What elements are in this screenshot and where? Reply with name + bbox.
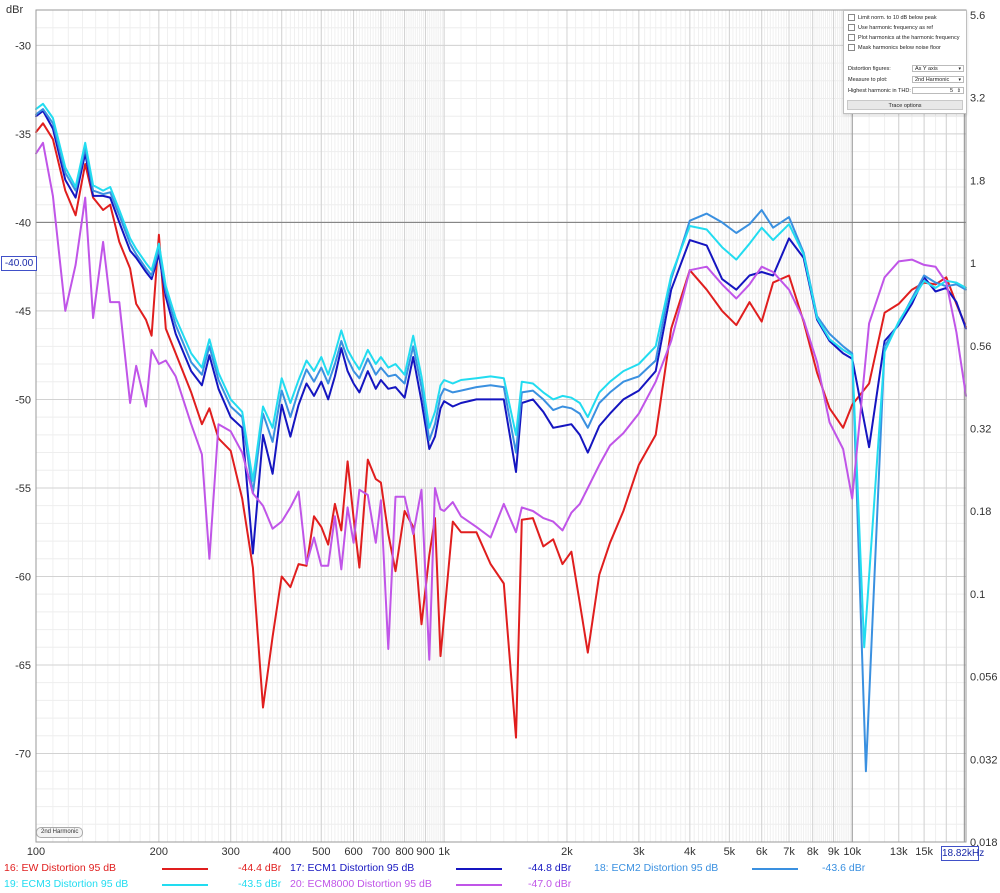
- plot-frame: [35, 9, 967, 843]
- harmonic-ref-checkbox[interactable]: Use harmonic frequency as ref: [848, 24, 933, 32]
- tick-labels: 100 200 300 400 500 600 700 800 900 1k 2k 3k 4k 5k 6k 7…: [15, 10, 997, 858]
- right-tick-label: 1: [970, 258, 976, 270]
- legend-series-value: -43.5 dBr: [238, 878, 282, 890]
- legend-swatch: [456, 868, 502, 870]
- legend-swatch: [752, 868, 798, 870]
- measure-badge[interactable]: 2nd Harmonic: [36, 827, 84, 838]
- y-tick-label: -60: [15, 571, 31, 583]
- legend-series-value: -44.4 dBr: [238, 862, 282, 874]
- legend-series-value: -44.8 dBr: [528, 862, 572, 874]
- x-tick-label: 1k: [438, 846, 450, 858]
- trace-options-button[interactable]: Trace options: [847, 100, 963, 110]
- series-line-5[interactable]: [35, 141, 967, 661]
- right-tick-label: 0.18: [970, 506, 991, 518]
- trace-options-panel: Limit norm. to 10 dB below peak Use harm…: [843, 10, 967, 114]
- y-tick-label: -45: [15, 306, 31, 318]
- legend-series-name[interactable]: 19: ECM3 Distortion 95 dB: [4, 878, 129, 890]
- x-tick-label: 7k: [783, 846, 795, 858]
- harmonic-ref-label: Use harmonic frequency as ref: [858, 25, 933, 31]
- x-tick-label: 500: [312, 846, 330, 858]
- highest-harmonic-stepper[interactable]: 5 ⇕: [912, 87, 964, 94]
- measure-label: Measure to plot:: [848, 77, 888, 83]
- legend-swatch: [162, 884, 208, 886]
- legend-series-name[interactable]: 18: ECM2 Distortion 95 dB: [594, 862, 719, 874]
- x-tick-label: 600: [344, 846, 362, 858]
- highest-harmonic-row: Highest harmonic in THD: 5 ⇕: [848, 87, 964, 95]
- distortion-figures-row: Distortion figures: As Y axis ▾: [848, 65, 964, 73]
- measure-value: 2nd Harmonic: [915, 77, 950, 83]
- distortion-figures-label: Distortion figures:: [848, 66, 891, 72]
- x-tick-label: 200: [150, 846, 168, 858]
- dropdown-arrow-icon: ▾: [958, 77, 961, 83]
- legend-series-name[interactable]: 17: ECM1 Distortion 95 dB: [290, 862, 415, 874]
- y-tick-label: -50: [15, 394, 31, 406]
- right-tick-label: 3.2: [970, 93, 985, 105]
- x-tick-label: 3k: [633, 846, 645, 858]
- dropdown-arrow-icon: ▾: [958, 66, 961, 72]
- legend-series-name[interactable]: 16: EW Distortion 95 dB: [4, 862, 117, 874]
- plot-at-harmonic-label: Plot harmonics at the harmonic frequency: [858, 35, 960, 41]
- legend-series-value: -47.0 dBr: [528, 878, 572, 890]
- legend-swatch: [456, 884, 502, 886]
- y-tick-label: -30: [15, 40, 31, 52]
- limit-norm-label: Limit norm. to 10 dB below peak: [858, 15, 937, 21]
- highest-harmonic-value: 5: [949, 88, 953, 94]
- right-tick-label: 0.032: [970, 754, 998, 766]
- x-tick-label: 4k: [684, 846, 696, 858]
- measure-row: Measure to plot: 2nd Harmonic ▾: [848, 76, 964, 84]
- spinner-arrows-icon[interactable]: ⇕: [956, 88, 961, 94]
- legend-swatch: [162, 868, 208, 870]
- y-tick-label: -40: [15, 217, 31, 229]
- x-tick-label: 800: [395, 846, 413, 858]
- mask-noise-checkbox[interactable]: Mask harmonics below noise floor: [848, 44, 941, 52]
- x-tick-label: 900: [416, 846, 434, 858]
- plot-at-harmonic-checkbox[interactable]: Plot harmonics at the harmonic frequency: [848, 34, 960, 42]
- y-tick-label: -65: [15, 660, 31, 672]
- x-cursor-readout[interactable]: 18.82kHz: [941, 846, 985, 861]
- measure-select[interactable]: 2nd Harmonic ▾: [912, 76, 964, 83]
- x-tick-label: 400: [273, 846, 291, 858]
- y-tick-label: -55: [15, 483, 31, 495]
- major-grid: [35, 10, 966, 842]
- x-tick-label: 6k: [756, 846, 768, 858]
- right-tick-label: 0.56: [970, 341, 991, 353]
- right-tick-label: 0.056: [970, 672, 998, 684]
- distortion-figures-value: As Y axis: [915, 66, 938, 72]
- x-tick-label: 2k: [561, 846, 573, 858]
- y-tick-label: -70: [15, 748, 31, 760]
- x-tick-label: 13k: [890, 846, 908, 858]
- mask-noise-label: Mask harmonics below noise floor: [858, 45, 941, 51]
- limit-norm-checkbox[interactable]: Limit norm. to 10 dB below peak: [848, 14, 937, 22]
- right-tick-label: 0.1: [970, 589, 985, 601]
- x-tick-label: 5k: [724, 846, 736, 858]
- y-tick-label: -35: [15, 129, 31, 141]
- x-tick-label: 700: [372, 846, 390, 858]
- distortion-figures-select[interactable]: As Y axis ▾: [912, 65, 964, 72]
- y-axis-unit-label: dBr: [6, 4, 23, 16]
- series-line-3[interactable]: [35, 108, 967, 773]
- right-tick-label: 5.6: [970, 10, 985, 22]
- right-tick-label: 1.8: [970, 175, 985, 187]
- series-line-4[interactable]: [35, 102, 967, 649]
- x-tick-label: 10k: [843, 846, 861, 858]
- x-tick-label: 100: [27, 846, 45, 858]
- y-cursor-readout[interactable]: -40.00: [1, 256, 37, 271]
- x-tick-label: 15k: [915, 846, 933, 858]
- legend-series-name[interactable]: 20: ECM8000 Distortion 95 dB: [290, 878, 432, 890]
- x-tick-label: 9k: [828, 846, 840, 858]
- legend-series-value: -43.6 dBr: [822, 862, 866, 874]
- series-line-2[interactable]: [35, 109, 967, 555]
- x-tick-label: 8k: [807, 846, 819, 858]
- series-layer: [35, 102, 967, 773]
- right-tick-label: 0.32: [970, 424, 991, 436]
- highest-harmonic-label: Highest harmonic in THD:: [848, 88, 911, 94]
- x-tick-label: 300: [222, 846, 240, 858]
